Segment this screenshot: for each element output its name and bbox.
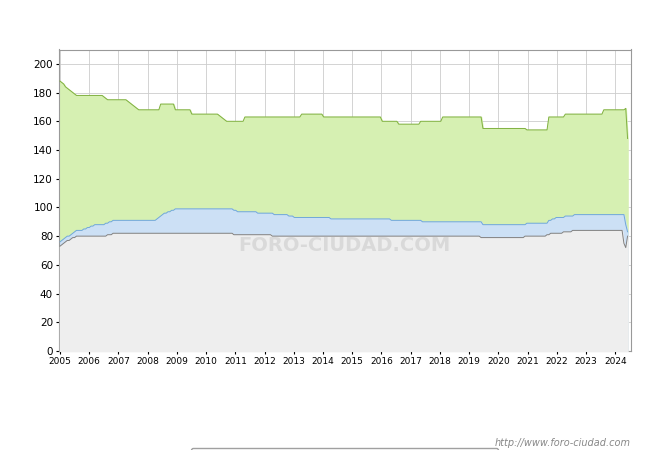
Legend: Ocupados, Parados, Hab. entre 16-64: Ocupados, Parados, Hab. entre 16-64	[191, 448, 498, 450]
Text: Algadefe - Evolucion de la poblacion en edad de Trabajar Mayo de 2024: Algadefe - Evolucion de la poblacion en …	[85, 17, 565, 30]
Text: http://www.foro-ciudad.com: http://www.foro-ciudad.com	[495, 438, 630, 448]
Text: FORO-CIUDAD.COM: FORO-CIUDAD.COM	[239, 236, 450, 255]
